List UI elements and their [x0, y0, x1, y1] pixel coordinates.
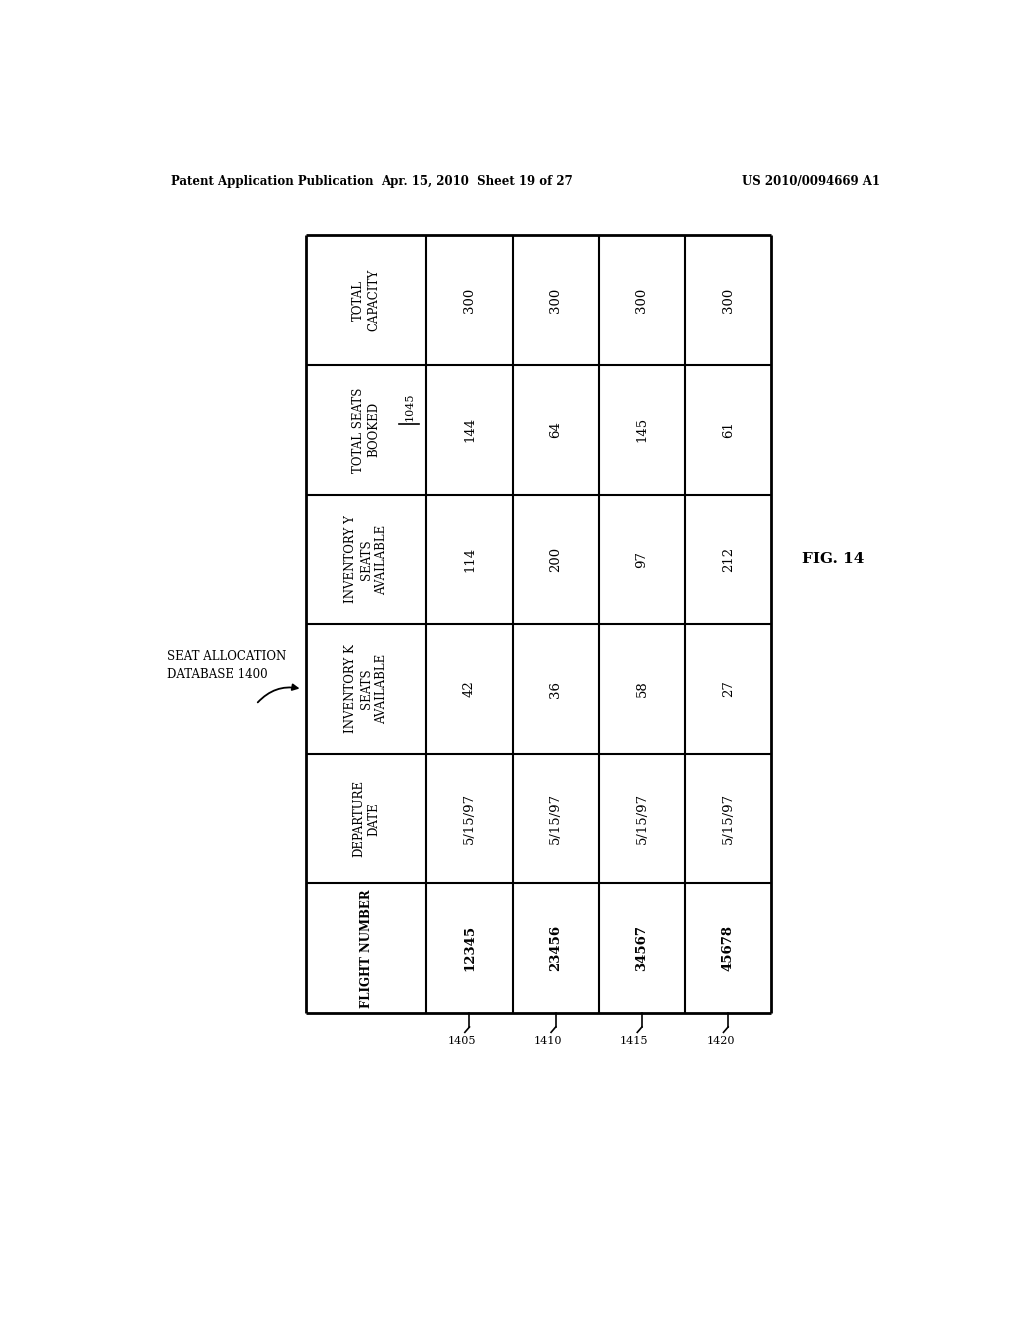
Text: TOTAL
CAPACITY: TOTAL CAPACITY: [352, 269, 381, 331]
Text: FLIGHT NUMBER: FLIGHT NUMBER: [359, 888, 373, 1007]
Text: 97: 97: [636, 550, 648, 568]
Text: Patent Application Publication: Patent Application Publication: [171, 176, 373, 189]
Text: 145: 145: [636, 417, 648, 442]
Text: 42: 42: [463, 681, 476, 697]
Text: 34567: 34567: [636, 925, 648, 972]
Text: 5/15/97: 5/15/97: [636, 793, 648, 845]
Text: 12345: 12345: [463, 925, 476, 972]
Text: 114: 114: [463, 546, 476, 572]
Text: SEAT ALLOCATION
DATABASE 1400: SEAT ALLOCATION DATABASE 1400: [167, 651, 286, 681]
Text: 64: 64: [549, 421, 562, 438]
Text: 5/15/97: 5/15/97: [722, 793, 734, 845]
Text: DEPARTURE
DATE: DEPARTURE DATE: [352, 780, 381, 857]
Text: 61: 61: [722, 421, 734, 438]
Text: 1415: 1415: [620, 1036, 648, 1047]
Text: INVENTORY K
SEATS
AVAILABLE: INVENTORY K SEATS AVAILABLE: [344, 644, 388, 734]
Text: 300: 300: [549, 288, 562, 313]
Text: 300: 300: [722, 288, 734, 313]
Text: 5/15/97: 5/15/97: [549, 793, 562, 845]
Text: FIG. 14: FIG. 14: [802, 553, 864, 566]
Text: 1420: 1420: [707, 1036, 734, 1047]
Text: 1405: 1405: [447, 1036, 476, 1047]
Text: 36: 36: [549, 681, 562, 697]
Text: 1410: 1410: [534, 1036, 562, 1047]
Text: Apr. 15, 2010  Sheet 19 of 27: Apr. 15, 2010 Sheet 19 of 27: [381, 176, 572, 189]
Text: 300: 300: [463, 288, 476, 313]
Text: 5/15/97: 5/15/97: [463, 793, 476, 845]
Text: INVENTORY Y
SEATS
AVAILABLE: INVENTORY Y SEATS AVAILABLE: [344, 516, 388, 603]
Text: 58: 58: [636, 681, 648, 697]
Text: 212: 212: [722, 546, 734, 572]
Text: 1045: 1045: [404, 392, 415, 421]
Text: 200: 200: [549, 546, 562, 572]
Text: 45678: 45678: [722, 925, 734, 972]
Text: 27: 27: [722, 681, 734, 697]
Text: 144: 144: [463, 417, 476, 442]
Text: US 2010/0094669 A1: US 2010/0094669 A1: [741, 176, 880, 189]
Text: TOTAL SEATS
BOOKED: TOTAL SEATS BOOKED: [352, 387, 381, 473]
Text: 23456: 23456: [549, 925, 562, 972]
Text: 300: 300: [636, 288, 648, 313]
